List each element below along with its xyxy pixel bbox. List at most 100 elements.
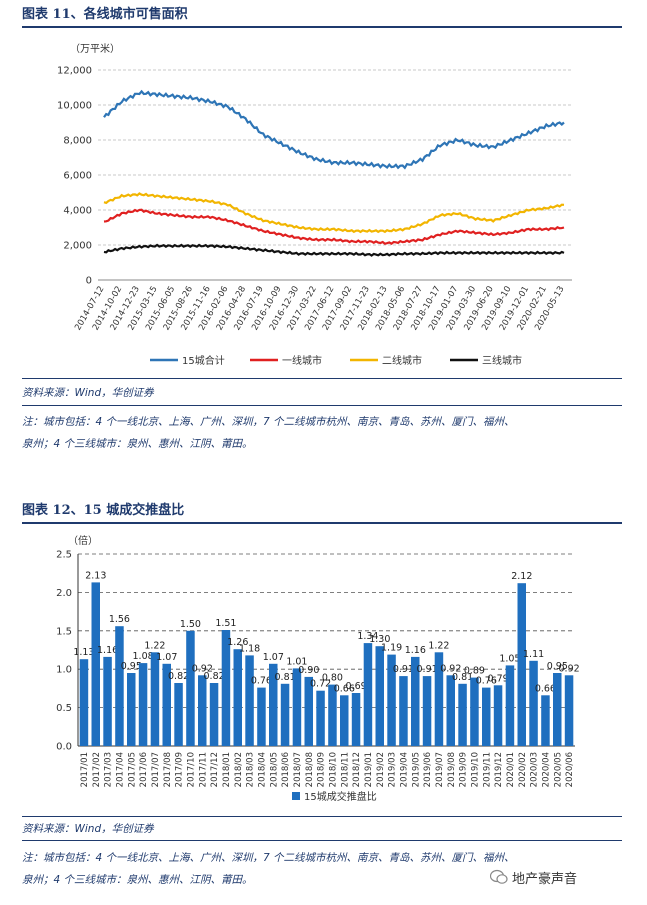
legend-label: 一线城市 [282,354,322,367]
bar [316,690,325,746]
bar [340,695,349,746]
x-tick-label: 2018/07 [293,752,303,787]
divider [22,378,622,379]
bar [564,675,574,746]
legend-label: 二线城市 [382,354,422,367]
y-tick-label: 1.0 [56,665,72,676]
x-tick-label: 2017/03 [104,752,114,787]
bar-data-label: 0.81 [275,672,296,683]
bar [150,652,160,746]
x-tick-label: 2020/01 [506,752,516,787]
bar-data-label: 1.07 [156,652,177,663]
bar [375,646,384,746]
x-tick-label: 2017/08 [163,752,173,787]
bar [387,654,396,746]
bar [434,652,444,746]
x-tick-label: 2018/06 [281,752,291,787]
x-tick-label: 2017/04 [115,752,125,787]
bar [553,673,562,746]
bar [328,684,337,746]
bar [304,676,313,746]
y-tick-label: 2,000 [63,241,92,252]
legend-label: 15城合计 [182,354,225,367]
x-tick-label: 2017/09 [175,752,185,787]
x-tick-label: 2018/04 [257,752,267,787]
bar [493,685,503,746]
bar [115,626,124,746]
x-tick-label: 2018/09 [317,752,327,787]
x-tick-label: 2019/01 [364,752,374,787]
bar [363,643,373,746]
figure1-source: 资料来源：Wind，华创证券 [22,387,154,399]
x-tick-label: 2019/03 [388,752,398,787]
bar-data-label: 0.82 [204,671,225,682]
x-tick-label: 2020/04 [541,752,551,787]
x-tick-label: 2019/10 [470,752,480,787]
bar [529,660,538,746]
x-tick-label: 2018/05 [269,752,279,787]
bar-data-label: 0.69 [346,681,367,692]
bar [221,630,231,746]
legend-label: 15城成交推盘比 [304,790,377,803]
bar [138,663,148,746]
y-tick-label: 0.0 [56,742,72,753]
wechat-icon [490,869,508,884]
x-tick-label: 2019/08 [447,752,457,787]
bar-data-label: 0.91 [393,664,414,675]
y-axis-unit: （倍） [68,534,98,547]
x-tick-label: 2020/03 [530,752,540,787]
bar [292,668,302,746]
legend-swatch [292,792,300,800]
x-tick-label: 2019/06 [423,752,433,787]
bar [245,655,254,746]
figure2-note-line2: 泉州；4 个三线城市：泉州、惠州、江阴、莆田。 [22,874,253,886]
bar-data-label: 1.19 [381,643,402,654]
bar-data-label: 1.50 [180,619,201,630]
x-tick-label: 2017/01 [80,752,90,787]
bar [422,676,432,746]
bar-data-label: 1.13 [73,647,94,658]
bar [269,663,278,746]
bar-data-label: 0.72 [310,679,331,690]
x-tick-label: 2020/02 [518,752,528,787]
y-tick-label: 1.5 [56,626,72,637]
bar [517,583,526,746]
bar-data-label: 1.16 [97,645,118,656]
y-tick-label: 2.5 [56,550,72,561]
bar-data-label: 1.11 [523,649,544,660]
bar [505,665,515,746]
y-tick-label: 12,000 [57,66,92,77]
x-tick-label: 2019/02 [376,752,386,787]
bar-data-label: 0.81 [452,672,473,683]
x-tick-label: 2018/08 [305,752,315,787]
bar-data-label: 1.22 [428,640,449,651]
bar [458,683,467,746]
x-tick-label: 2017/12 [210,752,220,787]
bar [209,683,219,746]
figure1-note-line1: 注：城市包括：4 个一线北京、上海、广州、深圳，7 个二线城市杭州、南京、青岛、… [22,416,515,428]
bar-data-label: 1.16 [405,645,426,656]
divider [22,405,622,406]
x-tick-label: 2018/03 [246,752,256,787]
x-tick-label: 2017/02 [92,752,102,787]
y-tick-label: 0 [86,276,92,287]
y-tick-label: 4,000 [63,206,92,217]
bar-data-label: 0.95 [547,661,568,672]
figure2-note-line1: 注：城市包括：4 个一线北京、上海、广州、深圳，7 个二线城市杭州、南京、青岛、… [22,852,515,864]
y-tick-label: 8,000 [63,136,92,147]
bar-data-label: 0.92 [192,663,213,674]
series-line [103,192,565,234]
bar-data-label: 0.82 [168,671,189,682]
bar [280,683,290,746]
x-tick-label: 2019/07 [435,752,445,787]
x-tick-label: 2020/05 [553,752,563,787]
figure1-title: 图表 11、各线城市可售面积 [22,4,622,28]
x-tick-label: 2017/10 [186,752,196,787]
divider [22,816,622,817]
bar-data-label: 1.01 [286,656,307,667]
figure2-title: 图表 12、15 城成交推盘比 [22,500,622,524]
bar [446,675,455,746]
x-tick-label: 2017/07 [151,752,161,787]
bar [127,673,136,746]
bar-data-label: 0.89 [464,666,485,677]
